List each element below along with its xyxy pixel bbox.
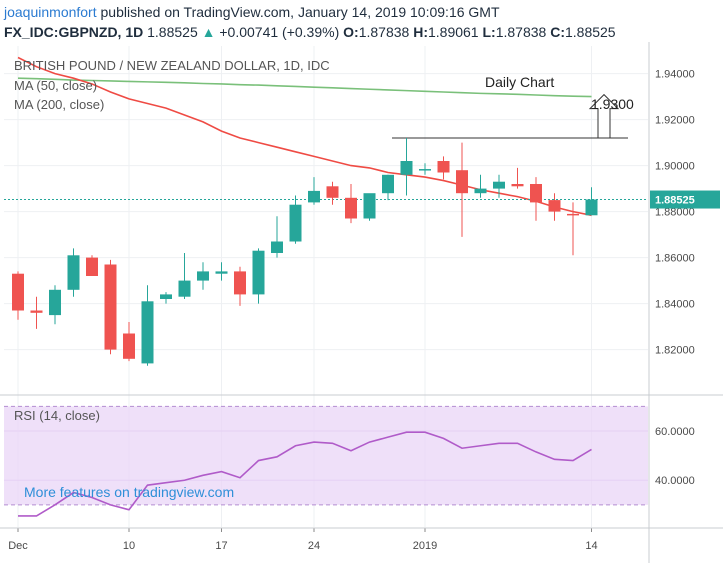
chart-title: BRITISH POUND / NEW ZEALAND DOLLAR, 1D, … (14, 58, 330, 73)
candle-body (30, 310, 43, 313)
rsi-tick-label: 60.0000 (655, 426, 695, 438)
candle-body (382, 174, 394, 194)
daily-chart-label: Daily Chart (485, 74, 554, 90)
candle-body (141, 301, 154, 364)
price-tick-label: 1.84000 (655, 299, 695, 311)
candle-body (12, 273, 24, 311)
ma200-legend: MA (200, close) (14, 97, 104, 112)
high-value: 1.89061 (427, 24, 479, 40)
candle-body (567, 213, 579, 216)
last-price: 1.88525 (147, 24, 198, 40)
candle-body (123, 333, 135, 359)
publish-info: published on TradingView.com, January 14… (100, 4, 500, 20)
candle-body (530, 184, 542, 203)
candle-body (215, 271, 228, 274)
price-change: +0.00741 (+0.39%) (219, 24, 340, 40)
high-label: H: (413, 24, 428, 40)
last-price-tag (650, 190, 720, 209)
candle-body (86, 257, 98, 276)
candle-body (456, 170, 468, 194)
ma50-line (17, 56, 592, 217)
rsi-pane (4, 405, 648, 517)
candle-body (197, 271, 209, 281)
candle-body (363, 193, 376, 219)
candle-body (585, 199, 598, 216)
price-tick-label: 1.94000 (655, 69, 695, 81)
open-label: O: (343, 24, 359, 40)
candle-body (271, 241, 283, 253)
candle-body (49, 289, 61, 316)
candle-body (511, 184, 524, 187)
candle-body (104, 264, 117, 350)
author-link[interactable]: joaquinmonfort (4, 4, 97, 20)
last-price-label: 1.88525 (655, 195, 695, 207)
time-tick-label: 10 (123, 540, 135, 552)
candle-body (419, 169, 431, 171)
candle-body (437, 161, 450, 173)
publisher-line: joaquinmonfort published on TradingView.… (4, 4, 500, 20)
price-pane (4, 56, 648, 366)
time-tick-label: 17 (215, 540, 227, 552)
rsi-tick-label: 40.0000 (655, 475, 695, 487)
price-tick-label: 1.92000 (655, 115, 695, 127)
candle-body (400, 161, 413, 175)
price-tick-label: 1.90000 (655, 161, 695, 173)
candle-body (474, 188, 487, 194)
price-tick-label: 1.88000 (655, 207, 695, 219)
candle-body (345, 197, 357, 219)
low-value: 1.87838 (495, 24, 547, 40)
symbol-label: FX_IDC:GBPNZD, 1D (4, 24, 144, 40)
ma200-line (17, 77, 592, 98)
ma50-legend: MA (50, close) (14, 78, 97, 93)
up-arrow-icon: ▲ (201, 24, 216, 40)
candle-body (178, 280, 191, 297)
candle-body (67, 255, 80, 290)
price-tick-label: 1.86000 (655, 253, 695, 265)
target-label: 1.9300 (591, 96, 634, 112)
candle-body (234, 271, 246, 295)
time-tick-label: 24 (308, 540, 320, 552)
candle-body (493, 181, 505, 189)
close-value: 1.88525 (564, 24, 616, 40)
watermark-text: More features on tradingview.com (24, 484, 234, 500)
candle-body (252, 250, 265, 295)
price-tick-label: 1.82000 (655, 345, 695, 357)
candle-body (326, 186, 339, 198)
time-tick-label: 14 (585, 540, 597, 552)
quote-line: FX_IDC:GBPNZD, 1D 1.88525 ▲ +0.00741 (+0… (4, 24, 616, 40)
close-label: C: (550, 24, 565, 40)
candle-body (160, 294, 172, 299)
target-arrow-icon (588, 93, 620, 139)
rsi-band (4, 406, 648, 505)
time-tick-label: Dec (8, 540, 28, 552)
candle-body (289, 204, 302, 242)
axes: 1.82000 1.84000 1.86000 1.88000 1.90000 1.920… (0, 42, 723, 563)
low-label: L: (482, 24, 496, 40)
chart-text: BRITISH POUND / NEW ZEALAND DOLLAR, 1D, … (14, 58, 634, 500)
rsi-legend: RSI (14, close) (14, 408, 100, 423)
open-value: 1.87838 (358, 24, 410, 40)
rsi-line (18, 431, 592, 517)
candle-body (548, 200, 561, 212)
time-tick-label: 2019 (413, 540, 437, 552)
candle-body (308, 190, 320, 203)
